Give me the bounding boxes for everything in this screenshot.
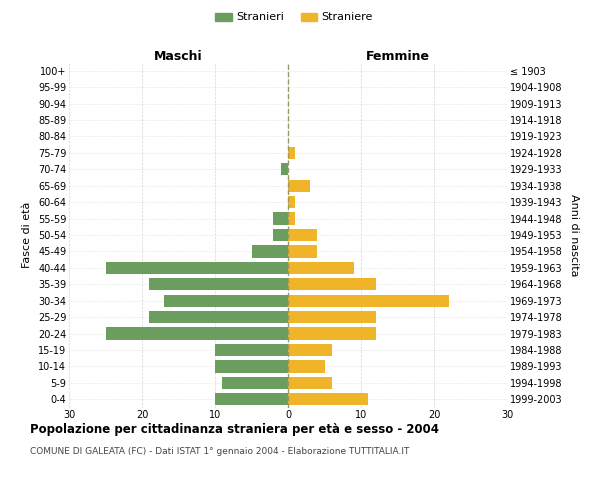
Bar — [274, 212, 288, 224]
Bar — [288, 376, 332, 389]
Text: COMUNE DI GALEATA (FC) - Dati ISTAT 1° gennaio 2004 - Elaborazione TUTTITALIA.IT: COMUNE DI GALEATA (FC) - Dati ISTAT 1° g… — [30, 448, 409, 456]
Legend: Stranieri, Straniere: Stranieri, Straniere — [211, 8, 377, 27]
Bar — [288, 393, 368, 406]
Bar — [288, 294, 449, 307]
Bar — [215, 344, 288, 356]
Bar — [288, 180, 310, 192]
Bar — [215, 393, 288, 406]
Bar — [288, 146, 295, 159]
Bar — [288, 360, 325, 372]
Bar — [288, 311, 376, 324]
Bar — [251, 246, 288, 258]
Bar — [149, 278, 288, 290]
Bar — [288, 278, 376, 290]
Bar — [223, 376, 288, 389]
Bar — [288, 229, 317, 241]
Bar — [215, 360, 288, 372]
Bar — [288, 328, 376, 340]
Y-axis label: Anni di nascita: Anni di nascita — [569, 194, 579, 276]
Text: Maschi: Maschi — [154, 50, 203, 62]
Bar — [106, 328, 288, 340]
Bar — [149, 311, 288, 324]
Y-axis label: Fasce di età: Fasce di età — [22, 202, 32, 268]
Bar — [288, 262, 354, 274]
Text: Popolazione per cittadinanza straniera per età e sesso - 2004: Popolazione per cittadinanza straniera p… — [30, 422, 439, 436]
Bar — [281, 163, 288, 175]
Bar — [274, 229, 288, 241]
Bar — [288, 344, 332, 356]
Bar — [288, 196, 295, 208]
Bar — [106, 262, 288, 274]
Bar — [288, 212, 295, 224]
Text: Femmine: Femmine — [365, 50, 430, 62]
Bar — [164, 294, 288, 307]
Bar — [288, 246, 317, 258]
